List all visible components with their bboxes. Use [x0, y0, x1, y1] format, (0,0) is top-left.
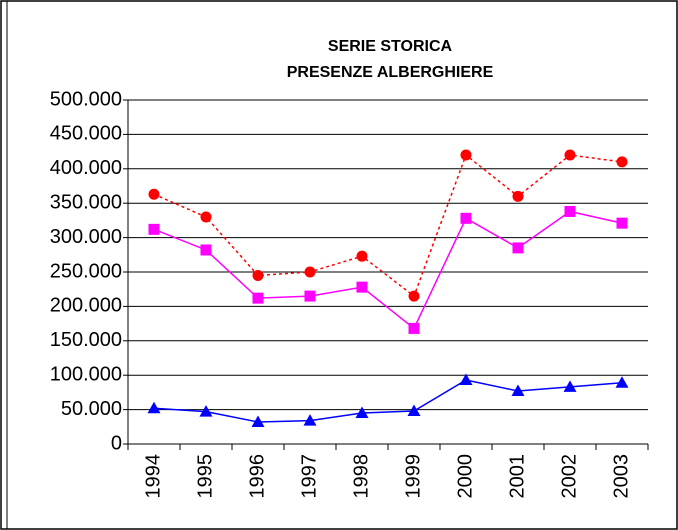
y-tick-label: 300.000 [50, 226, 122, 248]
chart-title: SERIE STORICA [328, 38, 453, 55]
data-point [148, 188, 160, 200]
data-point [459, 373, 473, 386]
x-tick-label: 1999 [402, 454, 424, 499]
x-tick-label: 2002 [558, 454, 580, 499]
data-point [407, 404, 421, 416]
x-tick-label: 1994 [142, 454, 164, 499]
data-point [616, 217, 628, 229]
series-line [153, 210, 623, 330]
y-tick-label: 400.000 [50, 157, 122, 179]
data-point [616, 156, 628, 168]
data-point [512, 190, 524, 202]
data-point [199, 405, 213, 417]
data-point [511, 384, 525, 397]
data-point [408, 322, 420, 334]
series-line [153, 379, 623, 423]
y-tick-label: 0 [111, 432, 122, 454]
data-point [563, 380, 577, 392]
data-point [355, 406, 369, 419]
y-tick-label: 150.000 [50, 329, 122, 351]
y-tick-label: 200.000 [50, 295, 122, 317]
data-point [356, 250, 368, 262]
y-tick-label: 250.000 [50, 260, 122, 282]
y-tick-label: 100.000 [50, 363, 122, 385]
x-tick-label: 1997 [298, 454, 320, 499]
data-point [460, 212, 472, 224]
data-point [252, 269, 264, 281]
data-point [251, 415, 265, 427]
data-point [303, 414, 317, 426]
x-tick-label: 2000 [454, 454, 476, 499]
data-point [200, 211, 212, 223]
data-point [564, 149, 576, 161]
data-point [460, 149, 472, 161]
y-tick-label: 500.000 [50, 88, 122, 110]
data-point [408, 290, 420, 302]
y-tick-label: 450.000 [50, 123, 122, 145]
x-tick-label: 1998 [350, 454, 372, 499]
y-tick-label: 350.000 [50, 191, 122, 213]
y-tick-label: 50.000 [61, 398, 122, 420]
x-tick-label: 1996 [246, 454, 268, 499]
data-point [564, 205, 576, 217]
data-point [304, 266, 316, 278]
data-point [147, 401, 161, 414]
data-point [252, 292, 264, 304]
data-point [200, 244, 212, 256]
x-tick-label: 1995 [194, 454, 216, 499]
x-tick-label: 2003 [610, 454, 632, 499]
chart-title: PRESENZE ALBERGHIERE [287, 64, 494, 81]
x-tick-label: 2001 [506, 454, 528, 499]
data-point [615, 376, 629, 388]
data-point [148, 223, 160, 235]
data-point [356, 281, 368, 293]
data-point [512, 242, 524, 254]
data-point [304, 290, 316, 302]
